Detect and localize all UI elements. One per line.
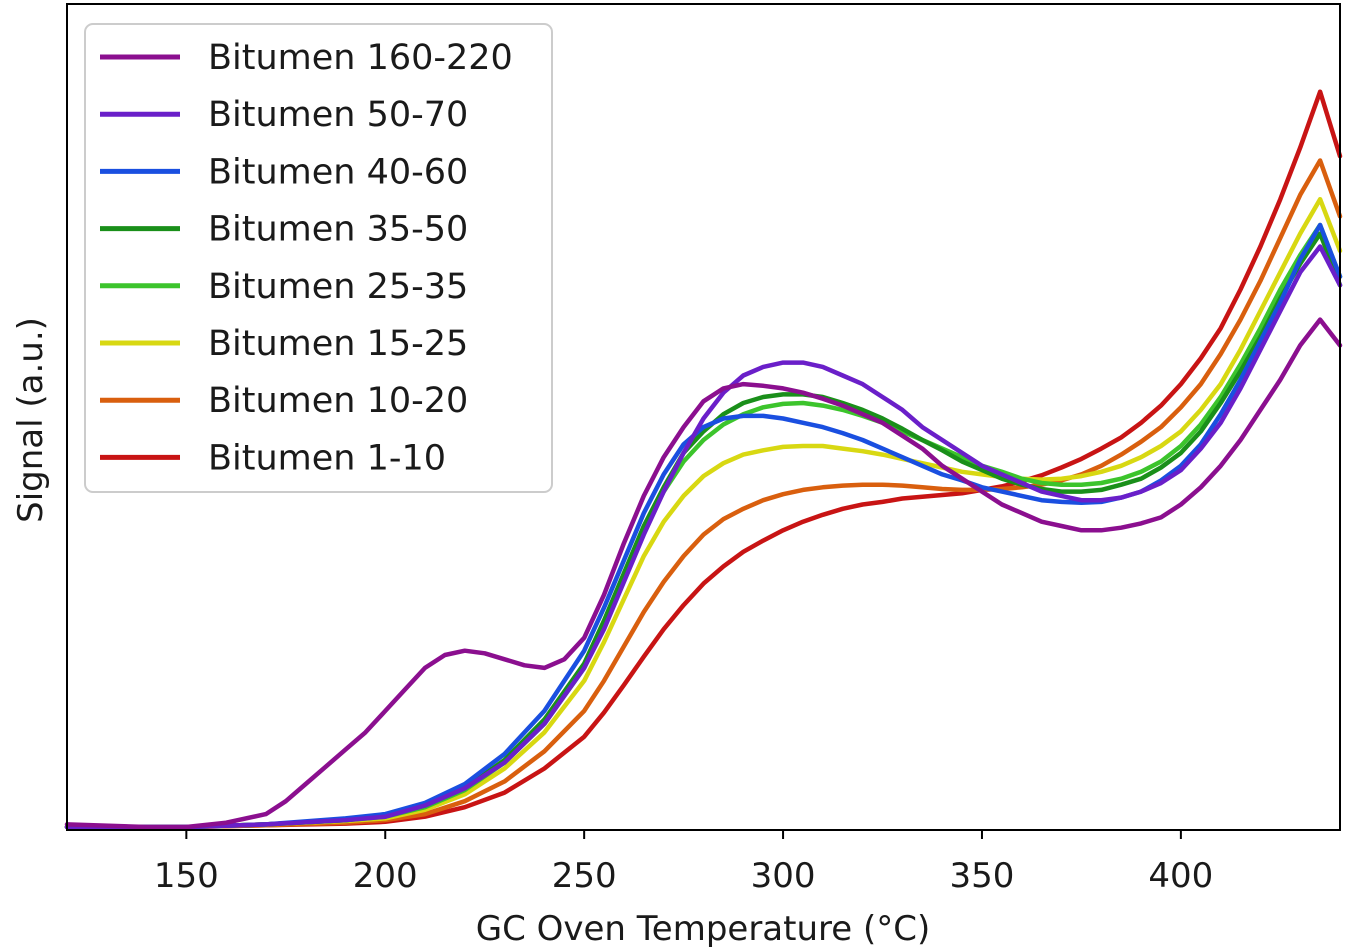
series-line-bitumen-35-50 xyxy=(64,231,1343,830)
series-line-bitumen-50-70 xyxy=(64,244,1343,830)
legend-label: Bitumen 40-60 xyxy=(208,152,468,192)
x-axis-label: GC Oven Temperature (°C) xyxy=(476,909,931,949)
legend-label: Bitumen 50-70 xyxy=(208,95,468,135)
series-line-bitumen-40-60 xyxy=(64,222,1343,830)
series-line-bitumen-10-20 xyxy=(64,158,1343,830)
x-tick-label: 250 xyxy=(552,856,617,896)
plot-frame xyxy=(66,3,1341,831)
series-line-bitumen-1-10 xyxy=(64,89,1343,830)
y-axis-label: Signal (a.u.) xyxy=(11,317,51,523)
x-axis-ticks: 150 200 250 300 350 400 xyxy=(154,830,1213,896)
legend-label: Bitumen 10-20 xyxy=(208,381,468,421)
x-tick-label: 150 xyxy=(154,856,219,896)
legend-label: Bitumen 35-50 xyxy=(208,210,468,250)
plot-lines xyxy=(64,89,1343,830)
x-tick-label: 400 xyxy=(1148,856,1213,896)
x-tick-label: 300 xyxy=(751,856,816,896)
legend-label: Bitumen 25-35 xyxy=(208,267,468,307)
legend-label: Bitumen 160-220 xyxy=(208,38,513,78)
legend-box xyxy=(84,23,553,493)
series-line-bitumen-160-220 xyxy=(64,317,1343,830)
legend-label: Bitumen 1-10 xyxy=(208,438,446,478)
x-tick-label: 200 xyxy=(353,856,418,896)
legend: Bitumen 160-220 Bitumen 50-70 Bitumen 40-6… xyxy=(84,23,553,493)
legend-label: Bitumen 15-25 xyxy=(208,324,468,364)
series-line-bitumen-15-25 xyxy=(64,196,1343,830)
legend-items: Bitumen 160-220 Bitumen 50-70 Bitumen 40-6… xyxy=(100,38,513,478)
x-tick-label: 350 xyxy=(950,856,1015,896)
